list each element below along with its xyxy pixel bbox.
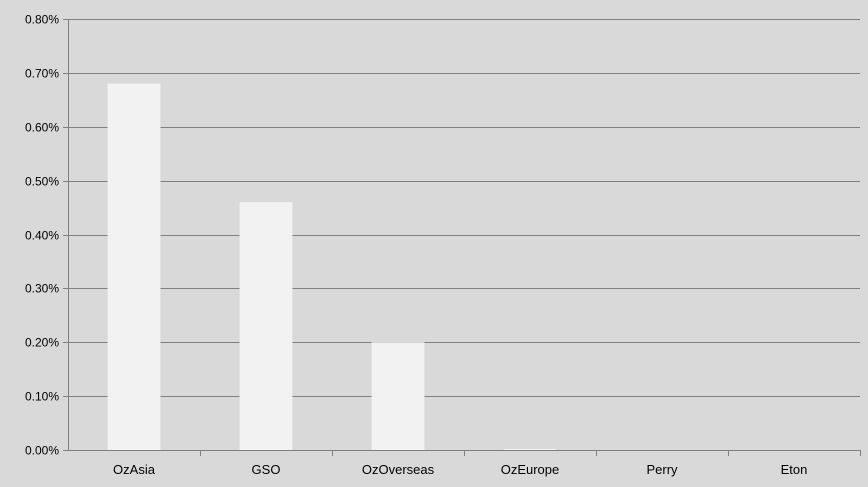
y-tick-label: 0.00% (25, 444, 59, 458)
x-tick-label: Perry (646, 462, 678, 477)
gridlines (63, 19, 860, 397)
x-tick-label: Eton (781, 462, 808, 477)
x-tick-label: OzAsia (113, 462, 156, 477)
x-tick-label: OzEurope (501, 462, 560, 477)
x-tick-label: OzOverseas (362, 462, 435, 477)
y-tick-label: 0.50% (25, 175, 59, 189)
bars (107, 83, 557, 451)
y-tick-label: 0.60% (25, 121, 59, 135)
y-tick-label: 0.70% (25, 67, 59, 81)
y-tick-label: 0.30% (25, 282, 59, 296)
y-tick-labels: 0.00% 0.10% 0.20% 0.30% 0.40% 0.50% 0.60% 0.70%… (25, 13, 59, 458)
y-tick-label: 0.80% (25, 13, 59, 27)
y-tick-label: 0.10% (25, 390, 59, 404)
y-tick-label: 0.40% (25, 229, 59, 243)
bar-gso (239, 202, 293, 450)
y-tick-label: 0.20% (25, 336, 59, 350)
axes (63, 19, 861, 456)
x-tick-labels: OzAsia GSO OzOverseas OzEurope Perry Eton (113, 462, 807, 477)
bar-ozeurope (503, 448, 557, 450)
bar-ozasia (107, 83, 161, 451)
x-tick-label: GSO (252, 462, 281, 477)
bar-ozoverseas (371, 342, 425, 450)
